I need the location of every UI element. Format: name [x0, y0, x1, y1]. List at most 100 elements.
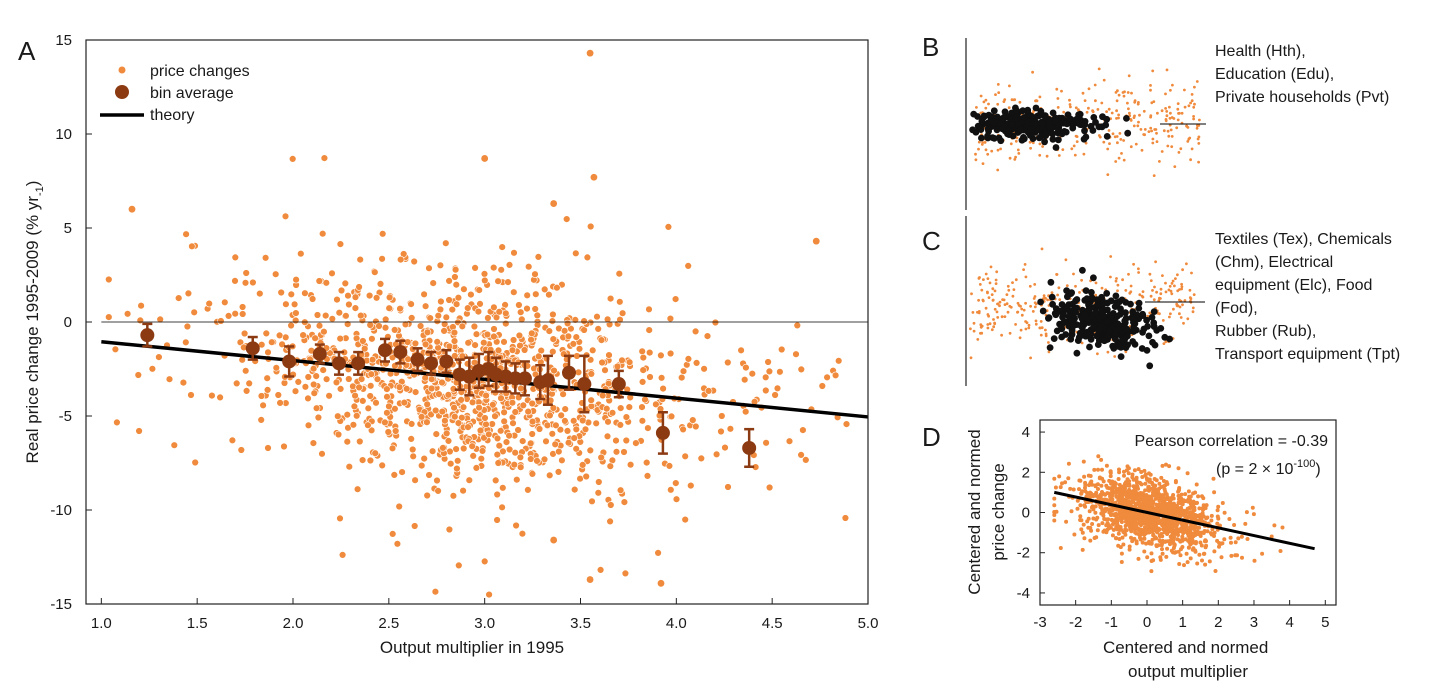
panel-d-point: [1134, 490, 1138, 495]
panel-d-point: [1162, 505, 1166, 509]
price-change-point: [580, 317, 588, 325]
bin-average-point: [282, 354, 297, 369]
price-change-point: [607, 501, 615, 509]
panel-d-point: [1096, 454, 1101, 459]
panel-b-point: [1190, 99, 1194, 103]
panel-d-point: [1117, 467, 1121, 472]
price-change-point: [586, 356, 595, 364]
price-change-point: [257, 416, 265, 424]
panel-b-point: [1160, 150, 1164, 153]
price-change-point: [586, 222, 595, 231]
price-change-point: [449, 492, 458, 500]
panel-b-point: [1073, 153, 1077, 157]
price-change-point: [666, 314, 675, 323]
panel-b-point: [1069, 105, 1072, 109]
panel-c-point: [978, 276, 981, 279]
price-change-point: [314, 413, 323, 422]
panel-d-point: [1118, 545, 1123, 550]
panel-b-point: [1168, 105, 1171, 109]
panel-c-sector-point: [1122, 344, 1130, 351]
panel-b-point: [984, 106, 988, 110]
panel-c-sector-point: [1117, 353, 1125, 360]
panel-c-point: [1168, 284, 1172, 288]
panel-b-sector-point: [993, 126, 1001, 134]
price-change-point: [542, 437, 550, 445]
panel-b-point: [1190, 147, 1194, 151]
price-change-point: [771, 391, 779, 399]
price-change-point: [428, 447, 437, 455]
panel-b-point: [1122, 94, 1126, 98]
price-change-point: [495, 308, 503, 316]
panel-d-point: [1134, 541, 1139, 546]
price-change-point: [516, 463, 525, 471]
price-change-point: [338, 551, 347, 559]
price-change-point: [256, 289, 264, 298]
panel-d-point: [1159, 475, 1164, 480]
panel-d-point: [1197, 552, 1202, 557]
price-change-point: [385, 402, 393, 410]
panel-d-point: [1196, 494, 1201, 499]
price-change-point: [128, 205, 136, 213]
price-change-point: [604, 418, 612, 426]
panel-d-point: [1157, 493, 1162, 498]
panel-d-point: [1176, 466, 1181, 471]
panel-c-point: [977, 310, 981, 313]
price-change-point: [508, 399, 517, 407]
price-change-point: [793, 321, 801, 330]
panel-b-point: [1151, 137, 1155, 141]
panel-a-x-label: Output multiplier in 1995: [380, 638, 564, 657]
price-change-point: [554, 468, 563, 476]
panel-b-point: [1197, 142, 1201, 145]
price-change-point: [205, 299, 213, 308]
price-change-point: [533, 311, 541, 320]
panel-d-point: [1188, 506, 1193, 510]
panel-d-point: [1158, 539, 1163, 544]
panel-b-sector-point: [1066, 115, 1074, 123]
panel-d-y-ticks: 420-2-4: [1017, 424, 1045, 602]
panel-b-point: [1056, 97, 1060, 100]
panel-c-point: [1064, 258, 1068, 262]
price-change-point: [353, 412, 361, 420]
x-tick-label: 4.5: [762, 615, 783, 632]
legend-price-label: price changes: [150, 63, 250, 80]
panel-d-point: [1187, 534, 1192, 539]
panel-b-point: [1169, 128, 1173, 132]
price-change-point: [659, 384, 667, 393]
price-change-point: [642, 458, 651, 467]
panel-d-point: [1113, 506, 1118, 511]
panel-d-point: [1212, 549, 1217, 554]
panel-d-point: [1131, 525, 1136, 530]
panel-c-point: [977, 298, 980, 302]
price-change-point: [236, 338, 245, 346]
panel-b-point: [1193, 102, 1196, 106]
panel-b-point: [1097, 134, 1101, 137]
panel-c-point: [989, 265, 993, 269]
price-change-point: [616, 298, 624, 306]
price-change-point: [137, 302, 145, 310]
panel-b-point: [1116, 141, 1119, 145]
price-change-point: [799, 426, 807, 434]
panel-d-point: [1082, 474, 1087, 479]
panel-c-sector-point: [1089, 295, 1096, 303]
price-change-point: [334, 412, 342, 420]
price-change-point: [311, 334, 319, 342]
panel-d-point: [1179, 547, 1183, 552]
panel-d-point: [1188, 556, 1193, 561]
panel-c-sector-point: [1084, 315, 1091, 323]
panel-c-point: [1171, 279, 1175, 283]
price-change-point: [488, 420, 496, 428]
price-change-point: [564, 332, 573, 340]
price-change-point: [711, 318, 720, 327]
panel-d-point: [1118, 525, 1123, 529]
panel-b-point: [1075, 140, 1079, 144]
x-tick-label: 1.5: [187, 615, 208, 632]
panel-d-point: [1148, 500, 1152, 505]
panel-d-point: [1077, 487, 1081, 492]
price-change-point: [367, 382, 375, 390]
price-change-point: [384, 428, 392, 436]
panel-b-point: [1045, 154, 1049, 158]
price-change-point: [638, 378, 647, 386]
price-change-point: [345, 300, 353, 309]
price-change-point: [268, 338, 276, 346]
panel-c-sector-point: [1039, 307, 1047, 315]
